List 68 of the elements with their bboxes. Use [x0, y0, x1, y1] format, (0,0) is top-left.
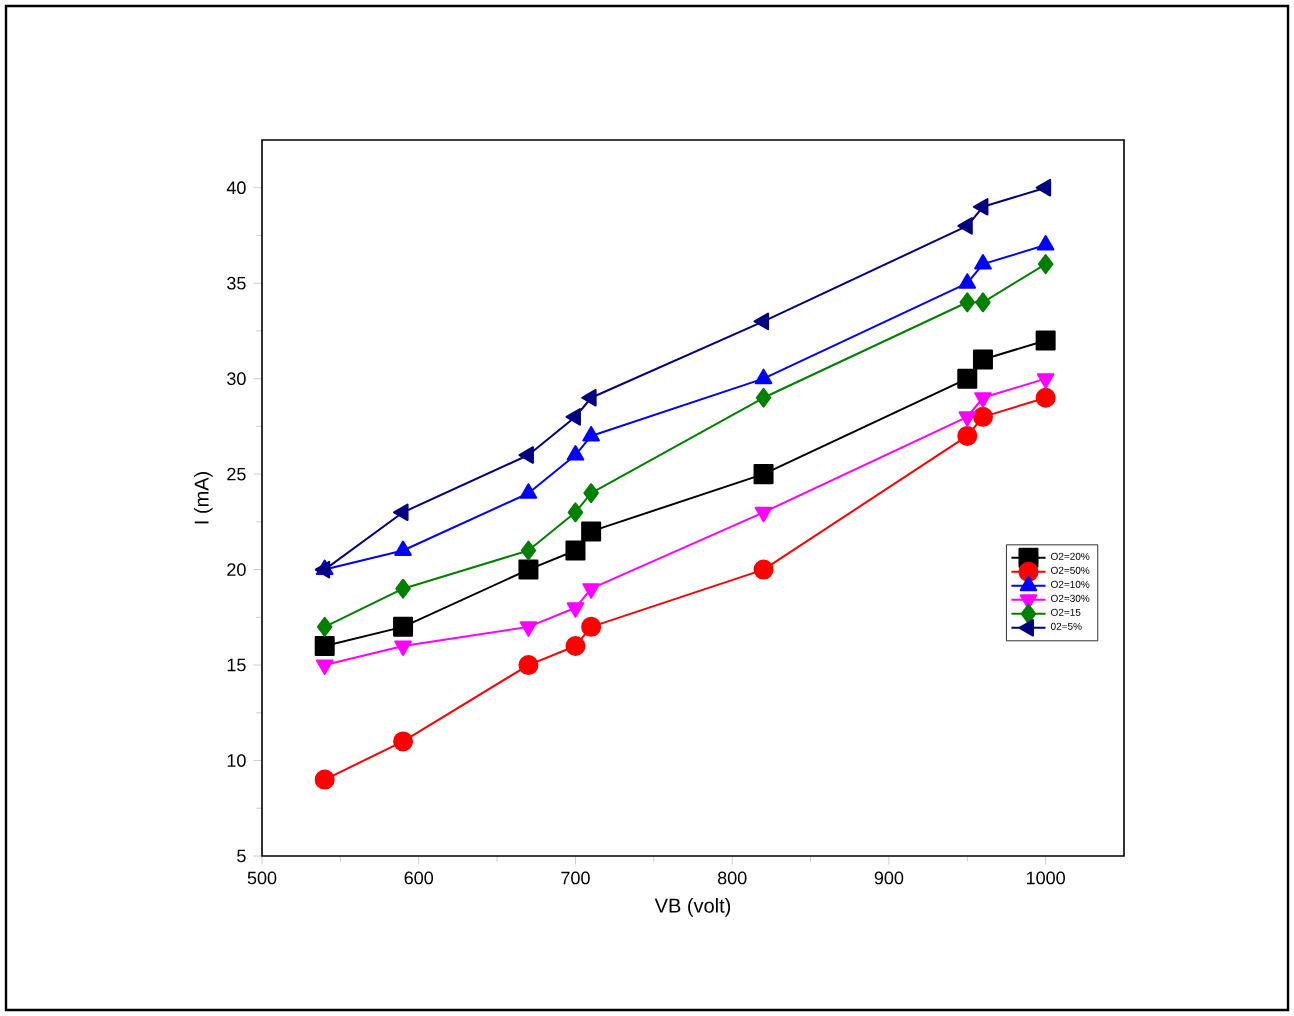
y-tick-label: 30 — [227, 372, 246, 386]
point — [972, 349, 993, 370]
y-tick-label: 35 — [227, 276, 246, 290]
y-tick-label: 15 — [227, 658, 246, 672]
point — [753, 312, 770, 331]
y-tick-label: 40 — [226, 181, 246, 195]
point — [1037, 254, 1054, 275]
point — [582, 583, 600, 599]
point — [972, 406, 993, 427]
point — [519, 621, 538, 637]
point — [581, 521, 602, 542]
point — [972, 198, 989, 216]
point — [582, 425, 600, 442]
point — [974, 392, 992, 408]
y-tick-label: 10 — [227, 754, 246, 767]
x-tick-label: 700 — [561, 871, 590, 885]
point — [393, 503, 409, 522]
x-tick-label: 1000 — [1027, 871, 1065, 885]
point — [393, 616, 414, 637]
point — [565, 635, 586, 656]
point — [754, 506, 773, 523]
point — [957, 217, 973, 235]
x-tick-label: 600 — [404, 871, 434, 885]
point — [315, 659, 334, 676]
point — [519, 483, 538, 499]
point — [518, 655, 539, 676]
point — [581, 388, 597, 407]
y-tick-label: 25 — [227, 467, 246, 481]
point — [565, 540, 586, 561]
point — [316, 616, 333, 637]
point — [518, 559, 539, 580]
point — [957, 425, 978, 446]
point — [314, 769, 335, 790]
point — [583, 483, 599, 504]
x-tick-label: 500 — [247, 871, 277, 885]
point — [1036, 373, 1055, 389]
point — [753, 559, 774, 580]
point — [518, 446, 534, 464]
point — [958, 273, 977, 289]
point — [567, 502, 584, 523]
point — [975, 292, 991, 313]
point — [314, 635, 335, 656]
point — [566, 445, 585, 461]
point — [565, 408, 581, 426]
point — [1036, 235, 1055, 251]
point — [959, 292, 976, 313]
point — [974, 254, 992, 270]
point — [958, 411, 977, 427]
point — [753, 464, 774, 485]
point — [395, 578, 411, 599]
x-axis-title: VB (volt) — [654, 898, 731, 917]
y-axis-title: I (mA) — [194, 472, 213, 524]
y-tick-label: 20 — [227, 563, 246, 576]
point — [566, 602, 585, 618]
point — [1035, 387, 1056, 408]
x-tick-label: 900 — [874, 871, 904, 885]
point — [755, 387, 772, 408]
point — [394, 640, 412, 656]
point — [581, 616, 602, 637]
point — [754, 368, 773, 385]
point — [1035, 330, 1056, 351]
point — [957, 368, 978, 389]
point — [394, 540, 412, 556]
y-tick-label: 5 — [237, 849, 246, 863]
x-tick-label: 800 — [717, 871, 747, 885]
point — [520, 540, 537, 561]
point — [393, 731, 414, 752]
point — [1035, 178, 1052, 197]
